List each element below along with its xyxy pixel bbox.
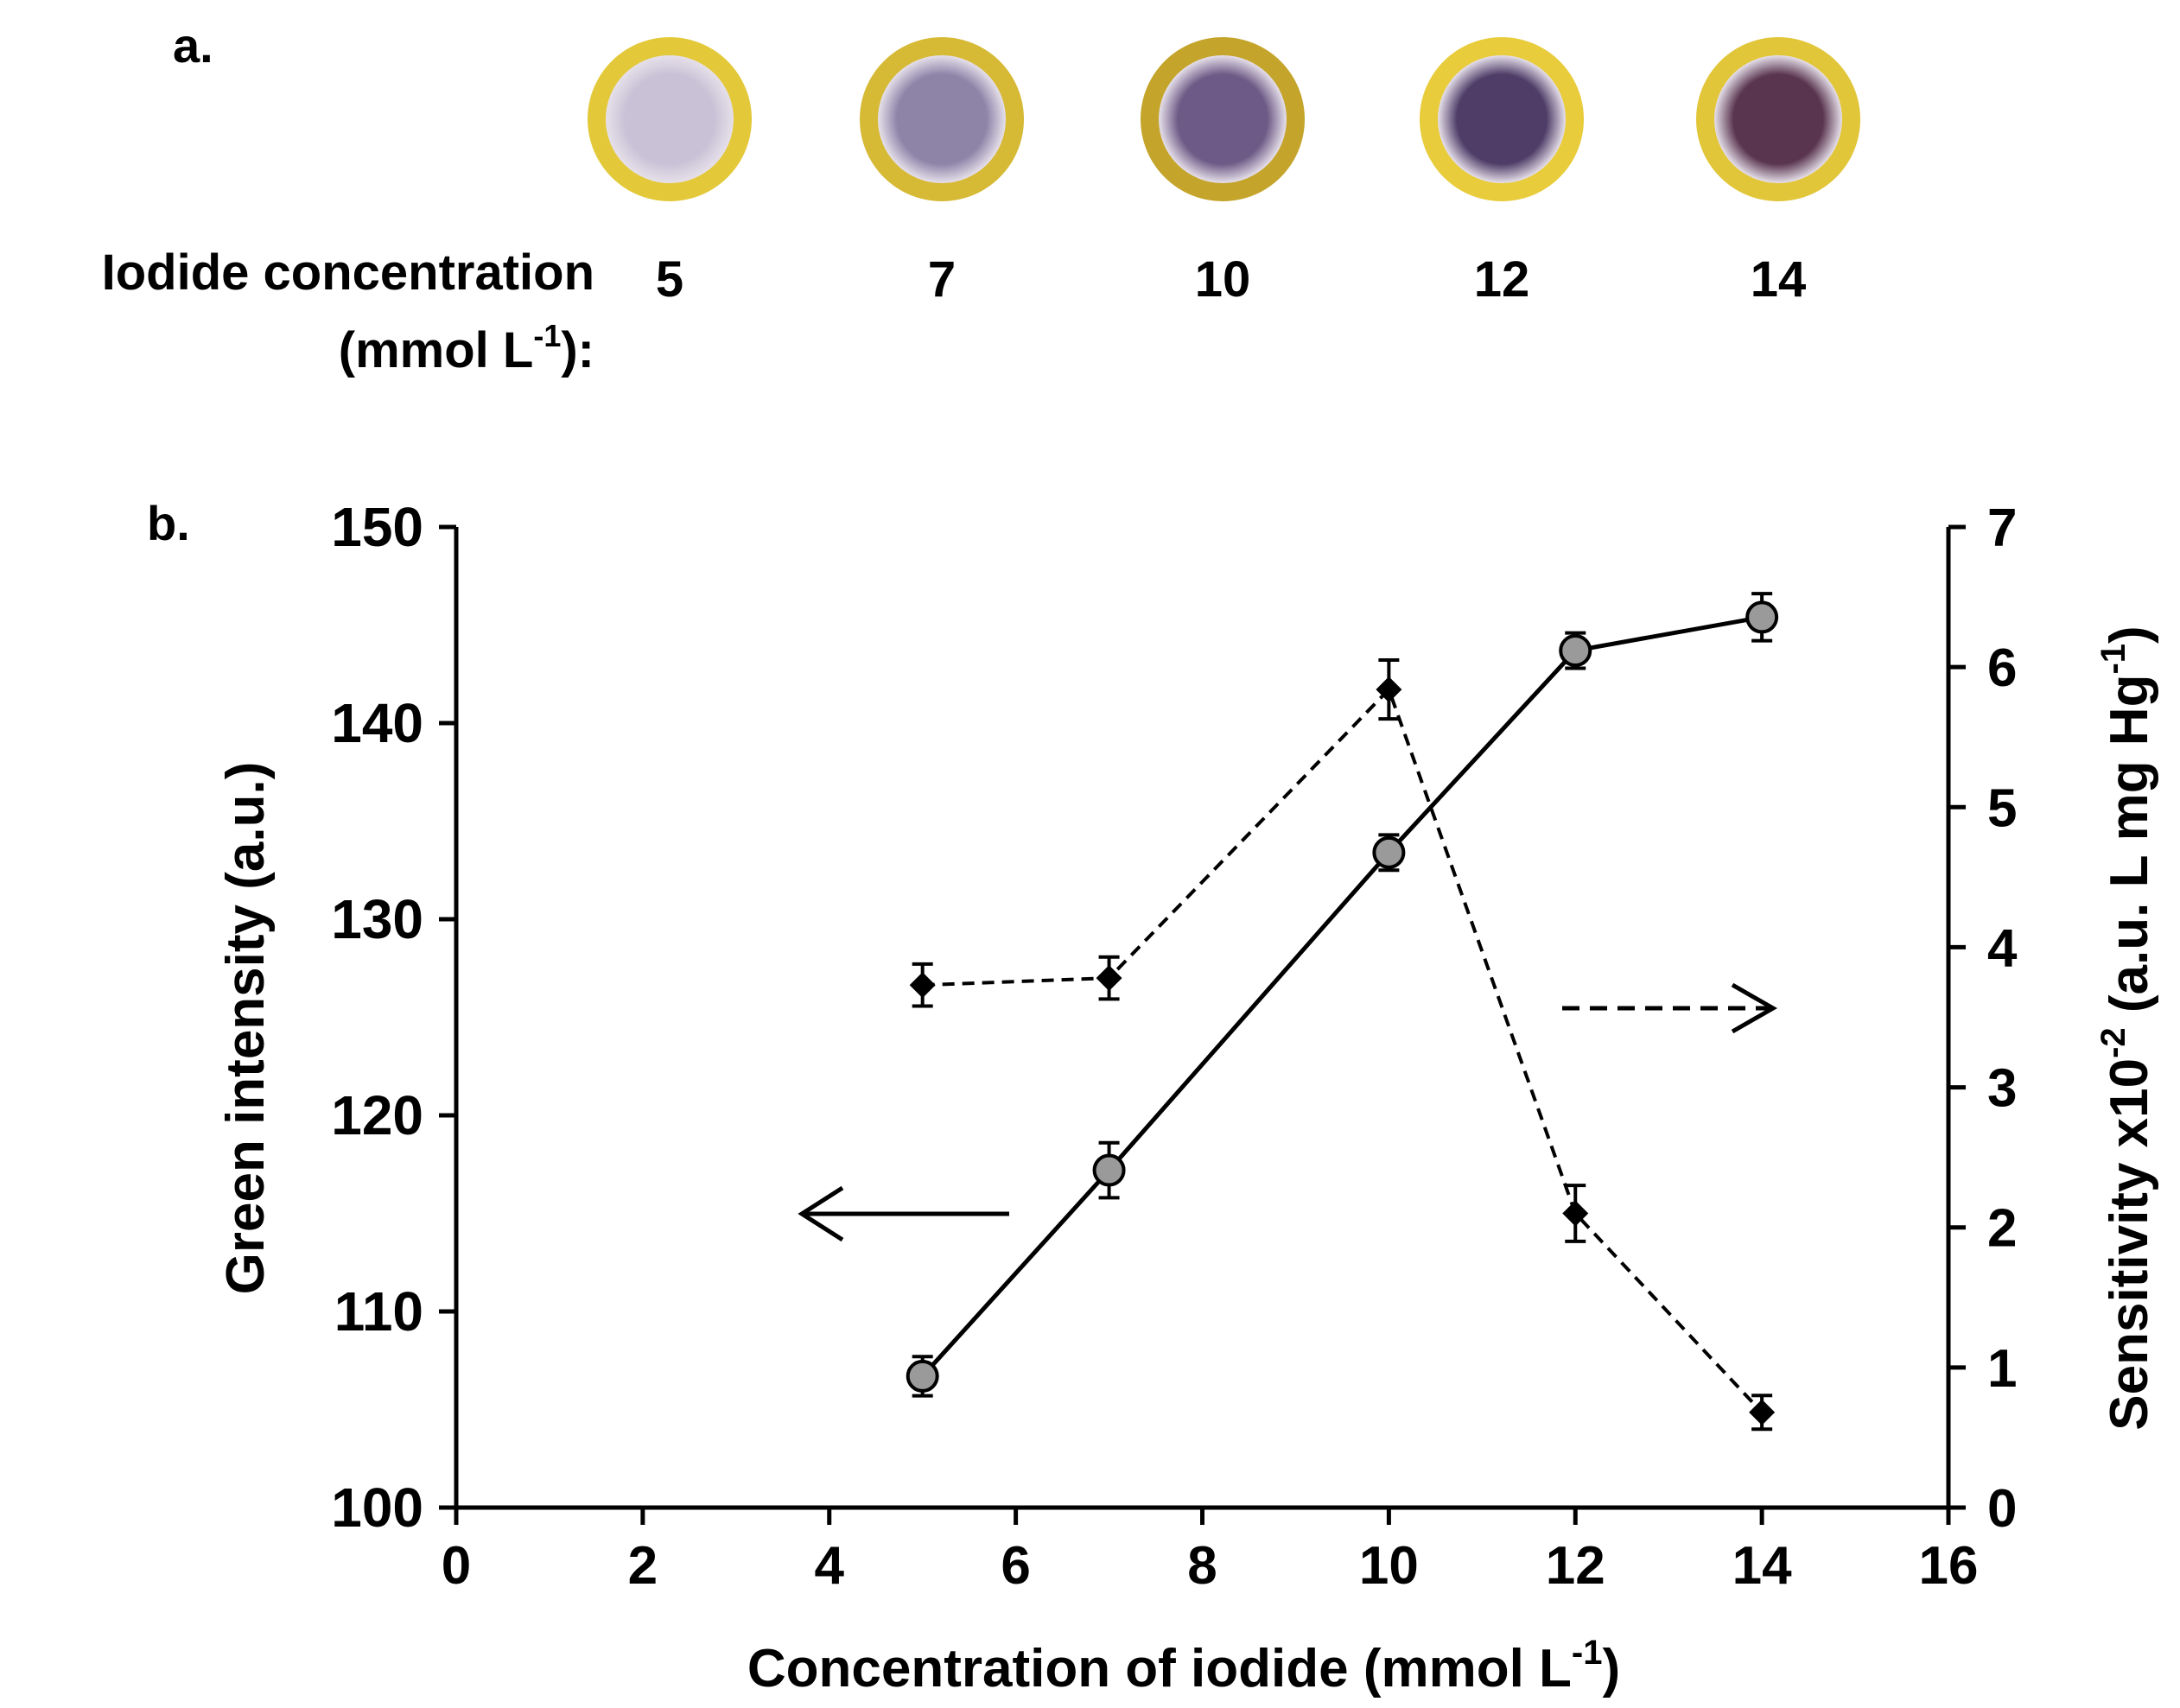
y2-axis-label: Sensitivity x10-2 (a.u. L mg Hg-1) (2094, 625, 2159, 1430)
series-2 (909, 658, 1776, 1432)
x-tick-label: 8 (1187, 1536, 1217, 1596)
spot-concentration-label: 7 (928, 251, 956, 308)
series-1 (906, 592, 1779, 1398)
spot-10: 10 (1141, 37, 1305, 308)
data-point-circle (1559, 634, 1592, 668)
spot-12: 12 (1420, 37, 1584, 308)
series-line (922, 686, 1764, 1414)
row-label-line1: Iodide concentration (102, 244, 594, 301)
series-line (920, 614, 1763, 1378)
spot-center (1714, 55, 1842, 183)
y2-tick-label: 4 (1987, 918, 2018, 978)
arrow-right-annotation (1562, 982, 1778, 1034)
y-tick-label: 150 (331, 496, 423, 558)
spot-center (606, 55, 734, 183)
data-point-circle (1745, 600, 1779, 634)
data-point-diamond (1562, 1200, 1589, 1227)
spot-center (1438, 55, 1566, 183)
x-tick-label: 6 (1001, 1536, 1030, 1596)
x-tick-label: 2 (628, 1536, 658, 1596)
y2-tick-label: 3 (1987, 1059, 2017, 1119)
row-label-line2: (mmol L-1): (339, 318, 594, 378)
panel-b: b. 0 2 4 6 8 10 12 14 16100110120130140150012345… (147, 496, 2159, 1698)
y2-tick-label: 5 (1987, 778, 2017, 838)
y-tick-label: 140 (331, 692, 423, 754)
spot-concentration-label: 14 (1751, 251, 1807, 308)
x-tick-label: 12 (1546, 1536, 1605, 1596)
y-tick-label: 110 (334, 1280, 423, 1343)
y2-tick-label: 0 (1987, 1479, 2017, 1539)
y-axis-label: Green intensity (a.u.) (216, 762, 276, 1295)
data-point-circle (1092, 1153, 1126, 1187)
data-point-circle (906, 1359, 939, 1393)
spot-center (878, 55, 1006, 183)
y2-tick-label: 1 (1987, 1339, 2017, 1399)
arrow-left-annotation (798, 1185, 1009, 1242)
spot-14: 14 (1696, 37, 1860, 308)
y-tick-label: 130 (331, 888, 423, 950)
x-tick-label: 4 (815, 1536, 845, 1596)
data-point-diamond (1376, 676, 1402, 703)
x-axis-label: Concentration of iodide (mmol L-1) (747, 1634, 1620, 1698)
spot-concentration-label: 12 (1474, 251, 1530, 308)
spot-7: 7 (860, 37, 1024, 308)
x-tick-label: 16 (1919, 1536, 1979, 1596)
spot-5: 5 (588, 37, 752, 308)
panel-b-label: b. (147, 496, 190, 550)
spot-concentration-label: 10 (1195, 251, 1251, 308)
x-tick-label: 14 (1732, 1536, 1792, 1596)
y2-tick-label: 7 (1987, 498, 2017, 558)
panel-a-label: a. (173, 18, 213, 73)
data-point-diamond (1749, 1399, 1776, 1425)
panel-a: a. 5 7 10 12 14 Iodide concentration (mmol L… (102, 18, 1860, 378)
data-point-diamond (1096, 965, 1122, 992)
y2-tick-label: 2 (1987, 1199, 2017, 1259)
data-point-circle (1372, 835, 1406, 869)
spot-center (1159, 55, 1287, 183)
data-point-diamond (909, 972, 936, 999)
y2-tick-label: 6 (1987, 638, 2017, 698)
spot-row: 5 7 10 12 14 (588, 37, 1860, 308)
x-tick-label: 10 (1359, 1536, 1419, 1596)
y-tick-label: 100 (331, 1476, 423, 1539)
x-tick-label: 0 (442, 1536, 471, 1596)
y-tick-label: 120 (331, 1084, 423, 1146)
spot-concentration-label: 5 (656, 251, 683, 308)
